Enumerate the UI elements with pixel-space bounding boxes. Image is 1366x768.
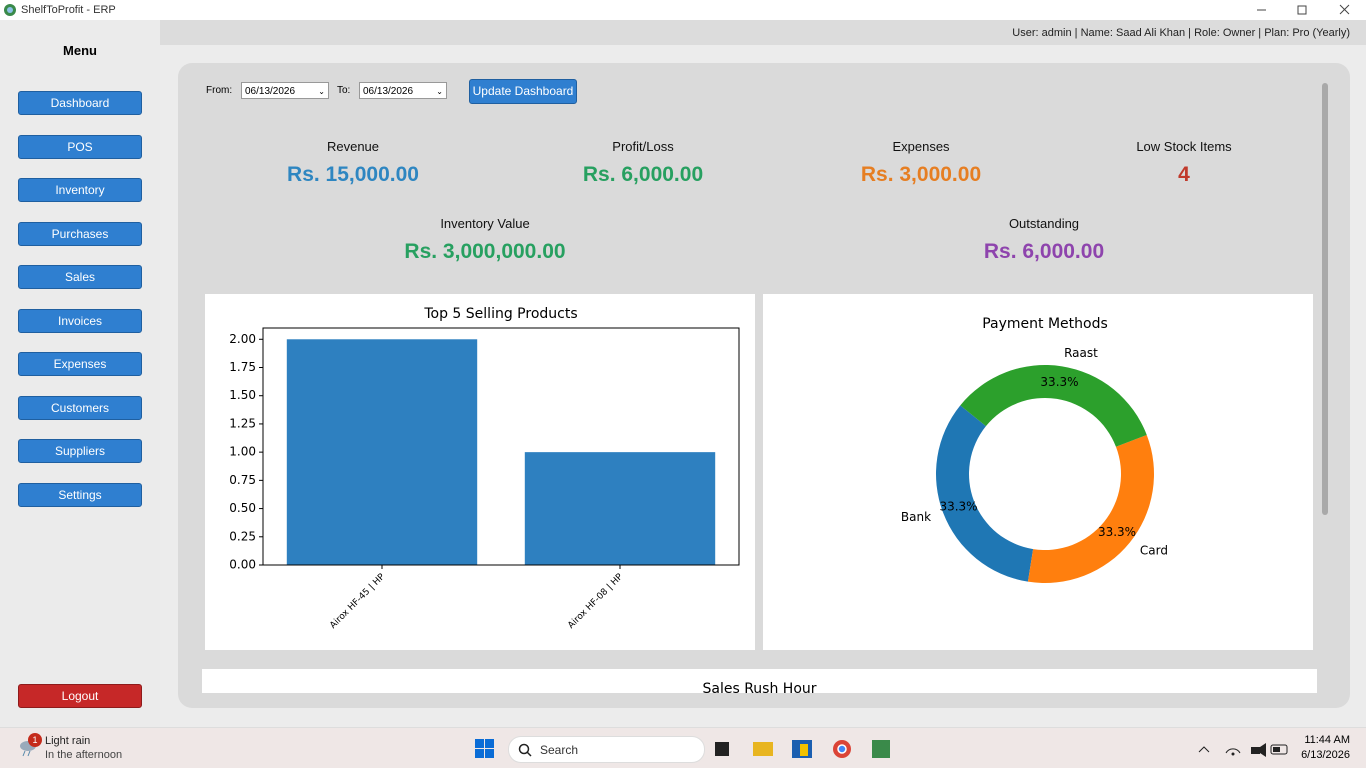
kpi-label: Inventory Value: [440, 216, 530, 231]
slice-label: Card: [1140, 543, 1168, 557]
pie-slice: [936, 405, 1034, 582]
user-info: User: admin | Name: Saad Ali Khan | Role…: [1012, 27, 1350, 39]
menu-button[interactable]: Dashboard: [18, 91, 142, 115]
slice-label: Bank: [901, 510, 931, 524]
menu-button[interactable]: Purchases: [18, 221, 142, 246]
weather-text[interactable]: Light rain: [45, 735, 91, 747]
menu-button[interactable]: Invoices: [18, 308, 142, 333]
pie-chart: Payment Methods Bank 33.3% Card 33.3% Raast 33…: [901, 316, 1168, 583]
slice-label: Raast: [1064, 346, 1098, 360]
y-tick-label: 0.00: [229, 558, 256, 572]
header-bar: User: admin | Name: Saad Ali Khan | Role…: [160, 20, 1366, 45]
taskbar-apps[interactable]: [712, 736, 902, 762]
to-date-text: 06/13/2026: [363, 86, 414, 97]
y-tick-label: 1.75: [229, 360, 256, 374]
search-box[interactable]: Search: [508, 736, 705, 763]
menu-button[interactable]: Expenses: [18, 352, 142, 376]
kpi-value: Rs. 6,000.00: [983, 240, 1105, 263]
clock-time: 11:44 AM: [1304, 734, 1350, 746]
bar-chart: Top 5 Selling Products Airox HF-45 | HP Ai…: [229, 306, 740, 631]
kpi-label: Expenses: [892, 139, 950, 154]
update-button[interactable]: Update Dashboard: [469, 79, 577, 104]
y-tick-label: 1.25: [229, 416, 256, 430]
chart-title: Top 5 Selling Products: [423, 306, 577, 322]
menu-button[interactable]: Suppliers: [18, 439, 142, 463]
sales-rush-title: Sales Rush Hour: [702, 681, 817, 693]
kpi-label: Low Stock Items: [1136, 139, 1232, 154]
scrollbar[interactable]: [1322, 83, 1328, 515]
title-bar: ShelfToProfit - ERP: [0, 0, 1366, 20]
from-date[interactable]: 06/13/2026 ⌄: [241, 82, 329, 99]
taskbar: 1 Light rain In the afternoon Search 11:…: [0, 727, 1366, 768]
kpi-value: 4: [1178, 163, 1190, 186]
weather-badge: 1: [28, 733, 42, 747]
weather-detail: In the afternoon: [45, 749, 123, 761]
logout-button[interactable]: Logout: [18, 684, 142, 708]
sales-rush-panel: Sales Rush Hour: [202, 669, 1317, 693]
slice-percent: 33.3%: [1040, 375, 1078, 389]
window-title: ShelfToProfit - ERP: [21, 4, 116, 16]
bar: [286, 339, 478, 565]
search-icon: [518, 743, 532, 757]
y-tick-label: 2.00: [229, 332, 256, 346]
menu-button[interactable]: Sales: [18, 265, 142, 289]
from-date-text: 06/13/2026: [245, 86, 296, 97]
kpi-value: Rs. 15,000.00: [287, 163, 419, 186]
slice-percent: 33.3%: [939, 500, 977, 514]
x-tick-label: Airox HF-08 | HP: [566, 572, 625, 631]
kpi-value: Rs. 6,000.00: [582, 163, 704, 186]
bar-chart-panel: Top 5 Selling Products Airox HF-45 | HP Ai…: [205, 294, 755, 650]
y-tick-label: 0.25: [229, 529, 256, 543]
kpi-label: Profit/Loss: [612, 139, 674, 154]
pie-slice: [1027, 434, 1154, 583]
bar: [524, 452, 716, 565]
pie-slice: [960, 365, 1147, 447]
plot-frame: [262, 327, 740, 566]
y-tick-label: 0.75: [229, 473, 256, 487]
start-button[interactable]: [474, 738, 496, 760]
to-label: To:: [337, 85, 351, 96]
from-label: From:: [206, 85, 233, 96]
clock-date: 6/13/2026: [1301, 749, 1350, 761]
y-tick-label: 0.50: [229, 501, 256, 515]
slice-percent: 33.3%: [1098, 525, 1136, 539]
to-date[interactable]: 06/13/2026 ⌄: [359, 82, 447, 99]
menu-button[interactable]: POS: [18, 134, 142, 159]
kpi-value: Rs. 3,000.00: [860, 163, 982, 186]
y-tick-label: 1.50: [229, 388, 256, 402]
menu-title: Menu: [63, 43, 97, 58]
pie-chart-panel: Payment Methods Bank 33.3% Card 33.3% Raast 33…: [763, 294, 1313, 650]
kpi-label: Outstanding: [1008, 216, 1080, 231]
window-controls[interactable]: [1250, 0, 1366, 20]
chart-title: Payment Methods: [982, 316, 1108, 332]
y-tick-label: 1.00: [229, 445, 256, 459]
kpi-label: Revenue: [326, 139, 380, 154]
kpi-value: Rs. 3,000,000.00: [404, 240, 566, 263]
search-text: Search: [540, 743, 579, 757]
menu-button[interactable]: Customers: [18, 395, 142, 420]
x-tick-label: Airox HF-45 | HP: [328, 572, 387, 631]
app-icon: [4, 4, 16, 16]
system-tray[interactable]: [1196, 740, 1291, 758]
menu-button[interactable]: Inventory: [18, 178, 142, 202]
menu-button[interactable]: Settings: [18, 482, 142, 507]
